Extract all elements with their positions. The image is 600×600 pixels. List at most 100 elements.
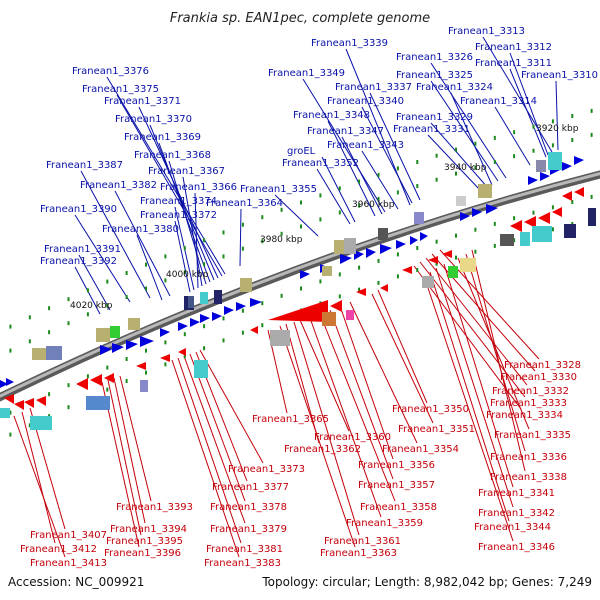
- gene-labels: Franean1_3313Franean1_3312Franean1_3311F…: [20, 26, 598, 569]
- leader-line: [171, 359, 240, 558]
- scale-tick: [551, 205, 554, 210]
- scale-tick: [493, 243, 496, 248]
- leader-line: [430, 122, 489, 189]
- scale-tick: [222, 316, 225, 321]
- reverse-genes: [4, 187, 584, 410]
- scale-tick: [9, 432, 12, 437]
- scale-tick: [28, 423, 31, 428]
- feature-blocks: [0, 152, 576, 430]
- gene-label: Franean1_3367: [148, 166, 225, 177]
- scale-tick: [203, 262, 206, 267]
- scale-tick: [183, 332, 186, 337]
- scale-tick: [28, 339, 31, 344]
- leader-line: [107, 379, 142, 536]
- leader-line: [279, 325, 356, 548]
- scale-tick: [435, 239, 438, 244]
- scale-tick: [67, 321, 70, 326]
- gene-label: Franean1_3332: [492, 386, 569, 397]
- scale-tick: [48, 330, 51, 335]
- gene-label: Franean1_3339: [311, 38, 388, 49]
- leader-line: [199, 349, 264, 464]
- gene-label: Franean1_3341: [478, 488, 555, 499]
- gene-label: Franean1_3407: [30, 530, 107, 541]
- gene-label: Franean1_3334: [486, 410, 563, 421]
- scale-tick: [48, 306, 51, 311]
- kbp-label: 4000 kbp: [166, 270, 209, 280]
- scale-tick: [377, 196, 380, 201]
- leader-line: [21, 411, 56, 544]
- gene-label: Franean1_3348: [293, 110, 370, 121]
- gene-label: Franean1_3382: [80, 180, 157, 191]
- gene-label: Franean1_3370: [115, 114, 192, 125]
- scale-tick: [106, 303, 109, 308]
- scale-tick: [145, 370, 147, 375]
- gene-label: Franean1_3354: [382, 444, 459, 455]
- scale-tick: [164, 278, 167, 283]
- gene-label: Franean1_3393: [116, 502, 193, 513]
- scale-tick: [145, 286, 147, 291]
- leader-line: [327, 120, 376, 217]
- scale-tick: [455, 255, 457, 260]
- scale-tick: [493, 135, 496, 140]
- gene-label: Franean1_3396: [104, 548, 181, 559]
- gene-label: Franean1_3326: [396, 52, 473, 63]
- scale-tick: [513, 154, 516, 159]
- accession-text: Accession: NC_009921: [8, 575, 144, 589]
- leader-line: [329, 309, 394, 480]
- gene-label: Franean1_3371: [104, 96, 181, 107]
- leader-line: [339, 305, 394, 460]
- gene-label: Franean1_3377: [212, 482, 289, 493]
- gene-label: Franean1_3376: [72, 66, 149, 77]
- gene-label: Franean1_3347: [307, 126, 384, 137]
- gene-label: Franean1_3325: [396, 70, 473, 81]
- leader-line: [321, 156, 356, 223]
- scale-tick: [86, 288, 89, 293]
- gene-label: Franean1_3328: [504, 360, 581, 371]
- scale-tick: [280, 231, 283, 236]
- scale-tick: [493, 221, 496, 226]
- leader-line: [13, 415, 66, 558]
- leader-line: [239, 208, 242, 267]
- leader-line: [174, 220, 191, 293]
- scale-tick: [377, 280, 380, 285]
- leader-line: [116, 94, 223, 277]
- scale-tick: [300, 200, 302, 205]
- scale-tick: [455, 147, 457, 152]
- scale-tick: [203, 346, 206, 351]
- gene-label: Franean1_3395: [106, 536, 183, 547]
- scale-tick: [106, 387, 109, 392]
- gene-label: Franean1_3337: [335, 82, 412, 93]
- scale-tick: [125, 357, 128, 361]
- leader-line: [299, 319, 350, 432]
- leader-line: [182, 176, 203, 287]
- scale-tick: [377, 258, 380, 263]
- leader-line: [168, 160, 207, 285]
- scale-tick: [86, 374, 89, 379]
- gene-label: Franean1_3342: [478, 508, 555, 519]
- scale-tick: [145, 262, 147, 267]
- scale-tick: [67, 383, 70, 388]
- leader-line: [183, 355, 246, 524]
- scale-tick: [125, 271, 128, 275]
- gene-label: Franean1_3387: [46, 160, 123, 171]
- gene-label: Franean1_3413: [30, 558, 107, 569]
- scale-tick: [358, 287, 361, 292]
- leader-line: [113, 377, 146, 524]
- leader-line: [450, 92, 493, 186]
- gene-label: Franean1_3362: [284, 444, 361, 455]
- leader-line: [482, 36, 553, 153]
- leader-line: [377, 289, 428, 404]
- gene-label: Franean1_3357: [358, 480, 435, 491]
- scale-tick: [125, 295, 128, 299]
- scale-tick: [551, 143, 554, 148]
- leader-line: [341, 136, 383, 215]
- leader-line: [425, 257, 528, 386]
- kbp-label: 4020 kbp: [70, 301, 113, 311]
- leader-lines: [13, 36, 559, 558]
- kbp-label: 3920 kbp: [536, 124, 579, 134]
- leader-line: [194, 192, 199, 289]
- topology-summary: Topology: circular; Length: 8,982,042 bp…: [261, 575, 592, 589]
- scale-tick: [183, 354, 186, 359]
- kbp-scale: 3920 kbp 3940 kbp 3960 kbp 3980 kbp 4000…: [70, 124, 579, 311]
